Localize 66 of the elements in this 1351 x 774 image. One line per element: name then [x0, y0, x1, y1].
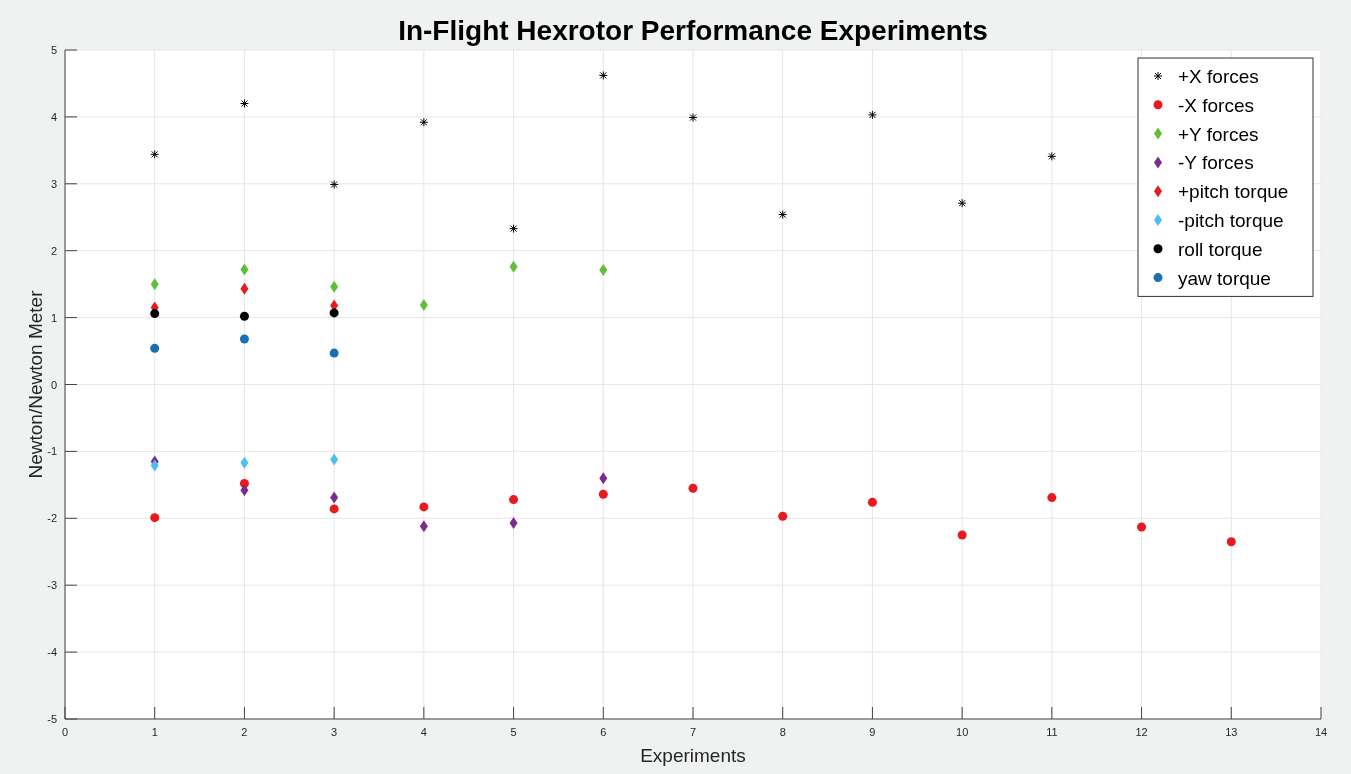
x-tick-label: 13	[1225, 726, 1238, 738]
point	[957, 530, 967, 540]
point	[329, 348, 339, 358]
point	[1047, 493, 1057, 503]
point	[329, 308, 339, 318]
point	[1137, 522, 1147, 532]
point	[150, 309, 160, 319]
point	[239, 99, 249, 109]
point	[239, 334, 249, 344]
point	[419, 117, 429, 127]
x-tick-label: 8	[779, 726, 786, 738]
x-tick-label: 9	[869, 726, 876, 738]
point	[509, 495, 519, 505]
point	[688, 483, 698, 493]
y-tick-label: -1	[47, 445, 57, 458]
x-tick-label: 3	[331, 726, 338, 738]
y-tick-label: 3	[50, 177, 57, 190]
x-tick-label: 11	[1046, 726, 1058, 738]
x-tick-label: 6	[600, 726, 607, 738]
y-tick-label: 1	[50, 311, 57, 324]
chart-title: In-Flight Hexrotor Performance Experiments	[398, 15, 988, 46]
x-tick-label: 2	[241, 726, 248, 738]
y-tick-label: -2	[47, 512, 57, 525]
x-tick-label: 5	[510, 726, 517, 738]
point	[509, 224, 519, 234]
x-tick-label: 12	[1135, 726, 1148, 738]
point	[419, 502, 429, 512]
point	[598, 489, 608, 499]
point	[598, 70, 608, 80]
legend-label: -pitch torque	[1178, 210, 1284, 231]
point	[150, 343, 160, 353]
point	[867, 497, 877, 507]
legend-label: +X forces	[1178, 66, 1259, 87]
y-tick-label: -3	[47, 579, 57, 592]
y-tick-label: 2	[50, 244, 57, 257]
point	[329, 179, 339, 189]
point	[867, 110, 877, 120]
x-tick-label: 0	[61, 726, 69, 738]
legend-label: roll torque	[1178, 238, 1263, 260]
x-tick-label: 4	[420, 726, 427, 738]
x-tick-label: 7	[689, 726, 697, 738]
point	[150, 149, 160, 159]
y-axis-title: Newton/Newton Meter	[25, 289, 46, 479]
point	[957, 198, 967, 208]
point	[688, 113, 698, 123]
point	[239, 311, 249, 321]
y-tick-label: 0	[50, 378, 57, 391]
legend-label: +pitch torque	[1178, 181, 1289, 203]
legend-label: -X forces	[1178, 94, 1255, 116]
legend-label: +Y forces	[1178, 123, 1259, 145]
x-tick-label: 1	[151, 726, 158, 738]
x-tick-label: 14	[1314, 726, 1328, 738]
point	[329, 504, 339, 514]
y-tick-label: -4	[47, 646, 57, 659]
point	[150, 513, 160, 523]
point	[778, 210, 788, 220]
y-tick-label: -5	[47, 713, 57, 725]
y-tick-label: 4	[50, 110, 57, 123]
x-tick-label: 10	[956, 726, 969, 738]
point	[1226, 537, 1236, 547]
legend-label: -Y forces	[1178, 152, 1254, 174]
point	[778, 511, 788, 521]
point	[1047, 151, 1057, 161]
legend-label: yaw torque	[1178, 267, 1271, 289]
y-tick-label: 5	[50, 44, 57, 56]
x-axis-title: Experiments	[640, 745, 746, 766]
